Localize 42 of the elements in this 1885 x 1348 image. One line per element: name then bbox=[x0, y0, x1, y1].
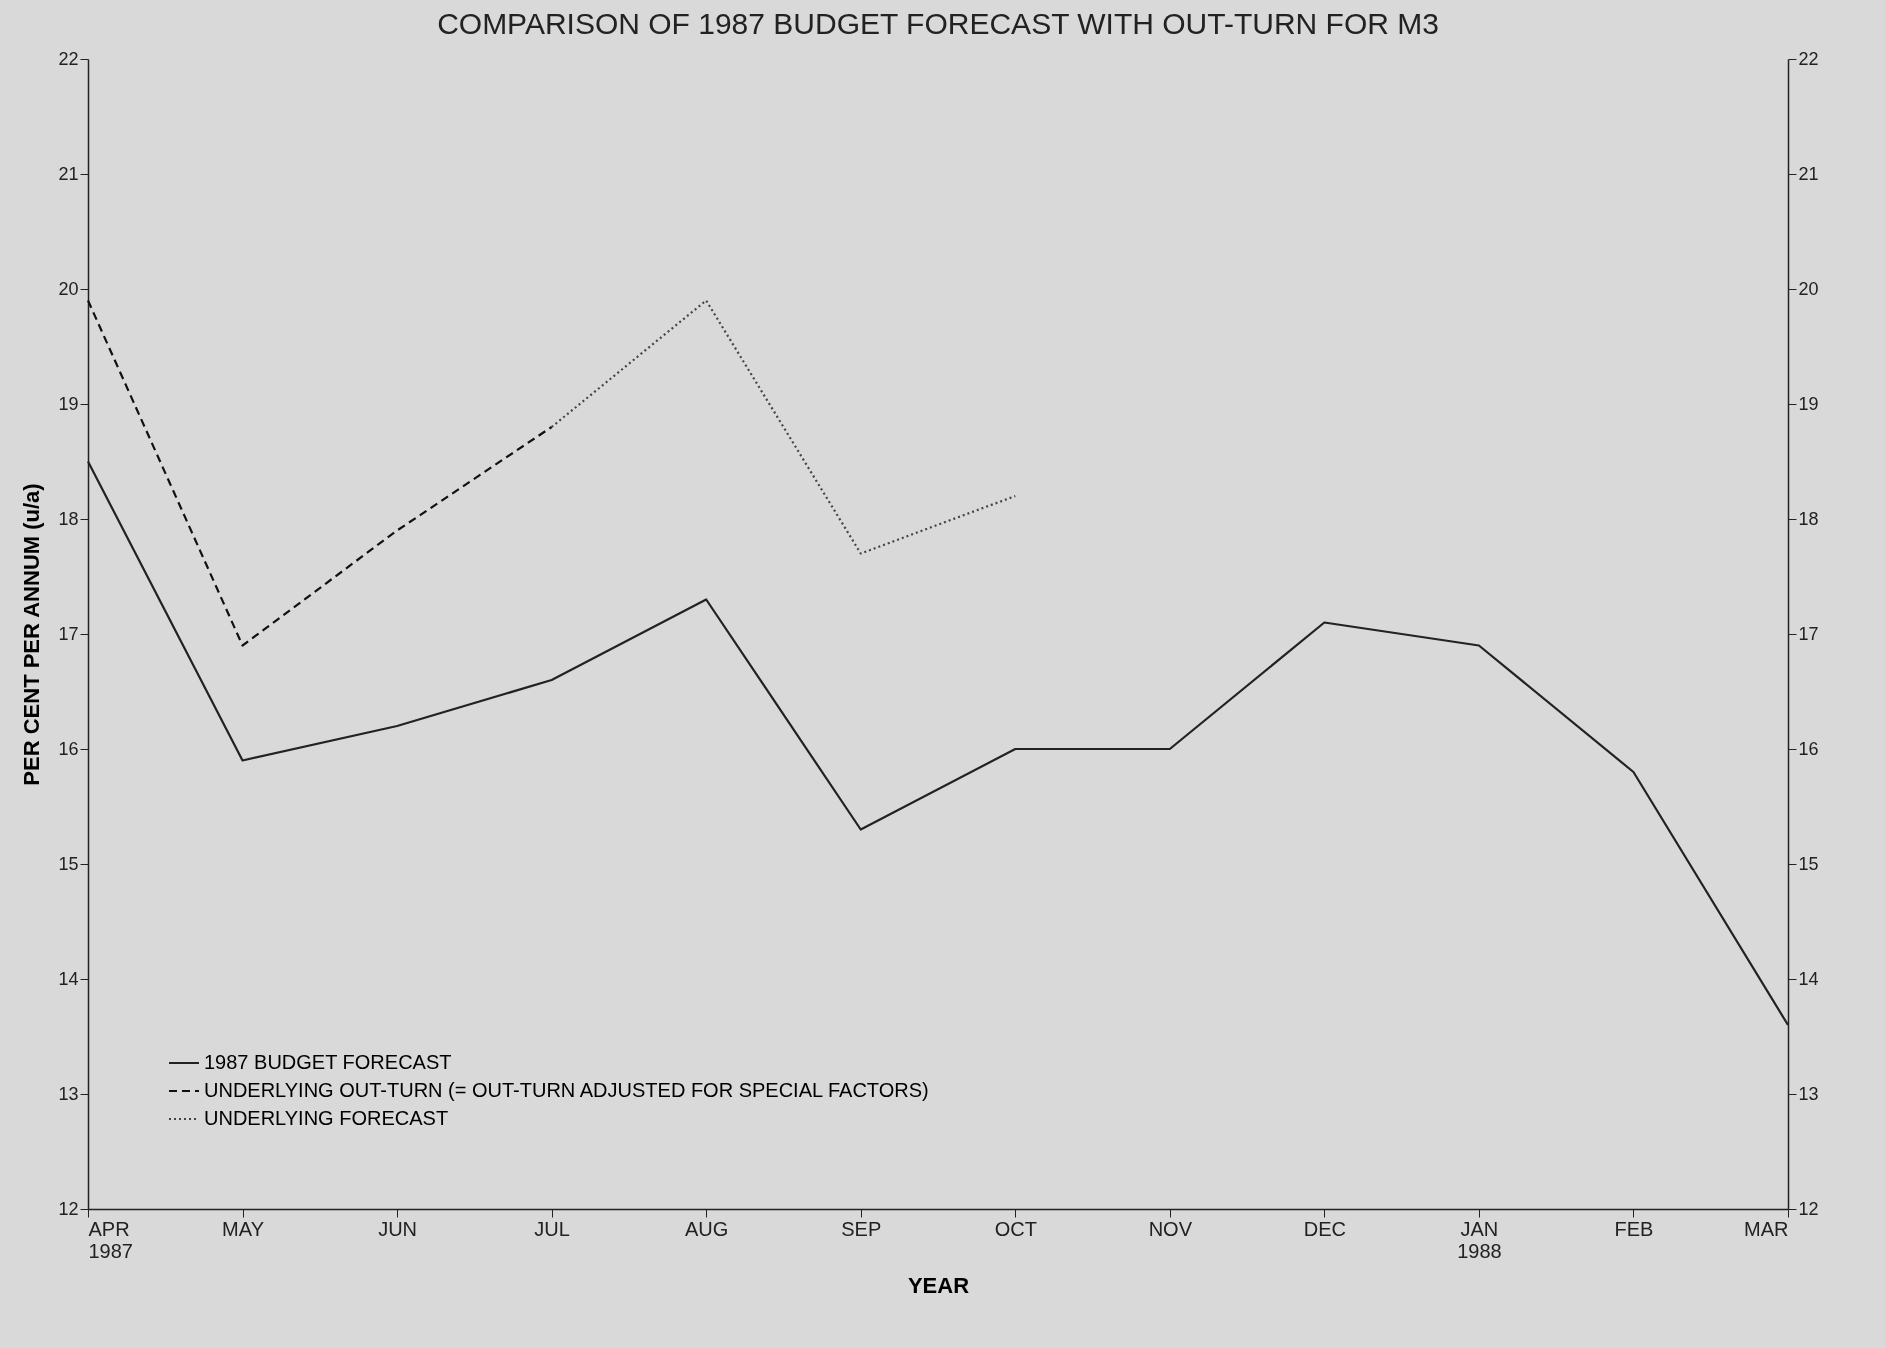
line-series bbox=[86, 299, 553, 647]
chart-title: COMPARISON OF 1987 BUDGET FORECAST WITH OUT-TURN FOR M3 bbox=[437, 7, 1439, 40]
legend-label: UNDERLYING OUT-TURN (= OUT-TURN ADJUSTED FOR SPECIAL FACTORS) bbox=[204, 1079, 929, 1101]
legend-label: 1987 BUDGET FORECAST bbox=[204, 1051, 452, 1073]
legend-label: UNDERLYING FORECAST bbox=[204, 1107, 449, 1129]
x-tick-label: JUL bbox=[534, 1217, 570, 1240]
y-tick-label: 13 bbox=[58, 1083, 79, 1104]
y-tick-label: 20 bbox=[58, 278, 79, 299]
y-tick-label: 18 bbox=[58, 508, 79, 529]
y2-tick-label: 15 bbox=[1798, 853, 1819, 874]
y-tick-label: 17 bbox=[58, 623, 79, 644]
y2-tick-label: 21 bbox=[1798, 163, 1819, 184]
y-tick-label: 15 bbox=[58, 853, 79, 874]
y2-tick-label: 18 bbox=[1798, 508, 1819, 529]
y-tick-label: 19 bbox=[58, 393, 79, 414]
y-tick-label: 21 bbox=[58, 163, 79, 184]
y-axis-title: PER CENT PER ANNUM (u/a) bbox=[19, 483, 45, 786]
x-tick-label: NOV bbox=[1148, 1217, 1193, 1240]
y2-tick-label: 16 bbox=[1798, 738, 1819, 759]
x-tick-label: APR 1987 bbox=[88, 1217, 133, 1262]
x-tick-label: JUN bbox=[378, 1217, 418, 1240]
y2-tick-label: 22 bbox=[1798, 48, 1819, 69]
y2-tick-label: 14 bbox=[1798, 968, 1819, 989]
y2-tick-label: 12 bbox=[1798, 1198, 1819, 1219]
y-tick-label: 12 bbox=[58, 1198, 79, 1219]
x-tick-label: SEP bbox=[841, 1217, 882, 1240]
x-axis-title: YEAR bbox=[907, 1272, 970, 1298]
x-tick-label: DEC bbox=[1303, 1217, 1346, 1240]
y-tick-label: 14 bbox=[58, 968, 79, 989]
x-tick-label: OCT bbox=[994, 1217, 1037, 1240]
x-tick-label: AUG bbox=[685, 1217, 729, 1240]
x-tick-label: FEB bbox=[1614, 1217, 1654, 1240]
y2-tick-label: 13 bbox=[1798, 1083, 1819, 1104]
x-tick-label: MAY bbox=[222, 1217, 264, 1240]
x-tick-label: MAR bbox=[1744, 1217, 1789, 1240]
line-series bbox=[550, 299, 1017, 555]
y2-tick-label: 19 bbox=[1798, 393, 1819, 414]
y2-tick-label: 20 bbox=[1798, 278, 1819, 299]
y-tick-label: 22 bbox=[58, 48, 79, 69]
y-tick-label: 16 bbox=[58, 738, 79, 759]
x-tick-label: JAN 1988 bbox=[1457, 1217, 1502, 1262]
y2-tick-label: 17 bbox=[1798, 623, 1819, 644]
